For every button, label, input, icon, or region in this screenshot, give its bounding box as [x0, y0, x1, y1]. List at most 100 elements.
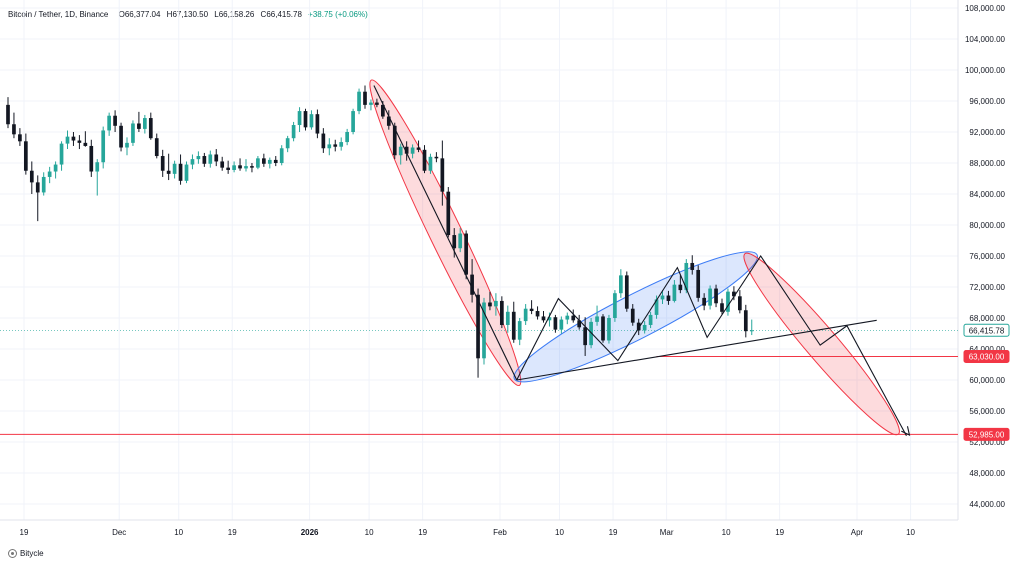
candle-body	[743, 310, 748, 332]
candle-body	[511, 311, 516, 340]
price-label-text: 63,030.00	[969, 353, 1005, 362]
current-price-label: 66,415.78	[963, 323, 1010, 337]
candle-body	[726, 291, 730, 312]
candle-body	[583, 327, 587, 346]
candle-body	[83, 142, 88, 146]
high-label: H	[166, 10, 173, 19]
y-tick-label: 52,000.00	[969, 438, 1005, 447]
candle-body	[523, 308, 528, 322]
candle-body	[119, 125, 123, 148]
candle-body	[458, 233, 463, 249]
candle-body	[505, 311, 510, 325]
candle-body	[244, 166, 248, 169]
candle-body	[297, 111, 302, 126]
candle-body	[35, 182, 40, 193]
candle-body	[529, 308, 534, 312]
x-tick-label: 19	[228, 528, 237, 537]
candle-body	[624, 275, 629, 309]
candle-body	[470, 274, 474, 295]
candle-body	[345, 132, 349, 143]
candle-body	[137, 123, 141, 129]
candle-body	[190, 159, 195, 165]
y-tick-label: 76,000.00	[969, 252, 1005, 261]
candle-body	[238, 165, 242, 169]
x-tick-label: Mar	[660, 528, 674, 537]
candle-body	[303, 111, 308, 128]
x-tick-label: 19	[20, 528, 29, 537]
bitycle-logo-icon	[8, 549, 17, 558]
pattern-line	[373, 85, 518, 381]
y-tick-label: 56,000.00	[969, 407, 1005, 416]
candle-body	[381, 104, 385, 117]
candle-body	[672, 284, 677, 301]
candle-body	[517, 321, 522, 340]
candle-body	[232, 165, 236, 170]
candle-body	[148, 118, 153, 139]
price-label-box	[963, 350, 1010, 364]
x-tick-label: Apr	[851, 528, 864, 537]
candle-body	[660, 295, 665, 300]
grid	[0, 0, 958, 520]
candle-body	[333, 144, 338, 147]
x-tick-label: 10	[174, 528, 183, 537]
candle-body	[12, 124, 16, 135]
y-tick-label: 104,000.00	[965, 35, 1006, 44]
candle-body	[208, 154, 213, 164]
candle-body	[95, 162, 100, 172]
pattern-line	[516, 319, 877, 381]
open-value: 66,377.04	[124, 10, 161, 19]
x-tick-label: 10	[722, 528, 731, 537]
candle-body	[434, 156, 439, 159]
candle-body	[619, 275, 623, 294]
candle-body	[708, 288, 712, 306]
candle-body	[440, 158, 445, 192]
y-tick-label: 100,000.00	[965, 66, 1006, 75]
candle-body	[452, 235, 457, 249]
candle-body	[351, 111, 355, 132]
pattern-lines	[373, 85, 911, 437]
candle-body	[642, 324, 647, 331]
candle-body	[125, 142, 129, 148]
candle-body	[47, 171, 52, 177]
candle-body	[547, 317, 552, 321]
levels	[0, 329, 958, 435]
candle-body	[684, 262, 689, 291]
x-tick-label: Feb	[493, 528, 507, 537]
candle-body	[738, 296, 742, 311]
candle-body	[29, 170, 34, 183]
candle-body	[18, 134, 22, 142]
brand-name: Bitycle	[20, 549, 44, 558]
high-value: 67,130.50	[172, 10, 209, 19]
candle-body	[488, 302, 492, 307]
candle-body	[160, 156, 165, 171]
y-tick-label: 96,000.00	[969, 97, 1005, 106]
y-tick-label: 88,000.00	[969, 159, 1005, 168]
x-tick-label: 10	[365, 528, 374, 537]
candle-body	[166, 170, 171, 174]
chart-legend: Bitcoin / Tether, 1D, Binance O66,377.04…	[8, 10, 368, 19]
change-value: +38.75 (+0.06%)	[308, 10, 368, 19]
y-tick-label: 60,000.00	[969, 376, 1005, 385]
candle-body	[321, 133, 326, 149]
price-label-text: 66,415.78	[969, 326, 1005, 335]
candle-body	[220, 161, 225, 168]
close-label: C	[260, 10, 267, 19]
x-tick-label: Dec	[112, 528, 126, 537]
candle-body	[577, 320, 582, 328]
candle-body	[143, 118, 147, 129]
open-label: O	[118, 10, 125, 19]
footer-brand: Bitycle	[8, 549, 44, 558]
candle-body	[404, 146, 409, 154]
candle-body	[386, 116, 391, 126]
low-value: 66,158.26	[218, 10, 255, 19]
close-value: 66,415.78	[266, 10, 302, 19]
candle-body	[702, 297, 706, 306]
candle-body	[375, 102, 379, 105]
candle-body	[339, 142, 344, 147]
candle-body	[65, 136, 70, 144]
x-tick-label: 2026	[301, 528, 319, 537]
candle-body	[654, 299, 659, 315]
candle-body	[6, 104, 10, 125]
candle-body	[541, 316, 546, 321]
